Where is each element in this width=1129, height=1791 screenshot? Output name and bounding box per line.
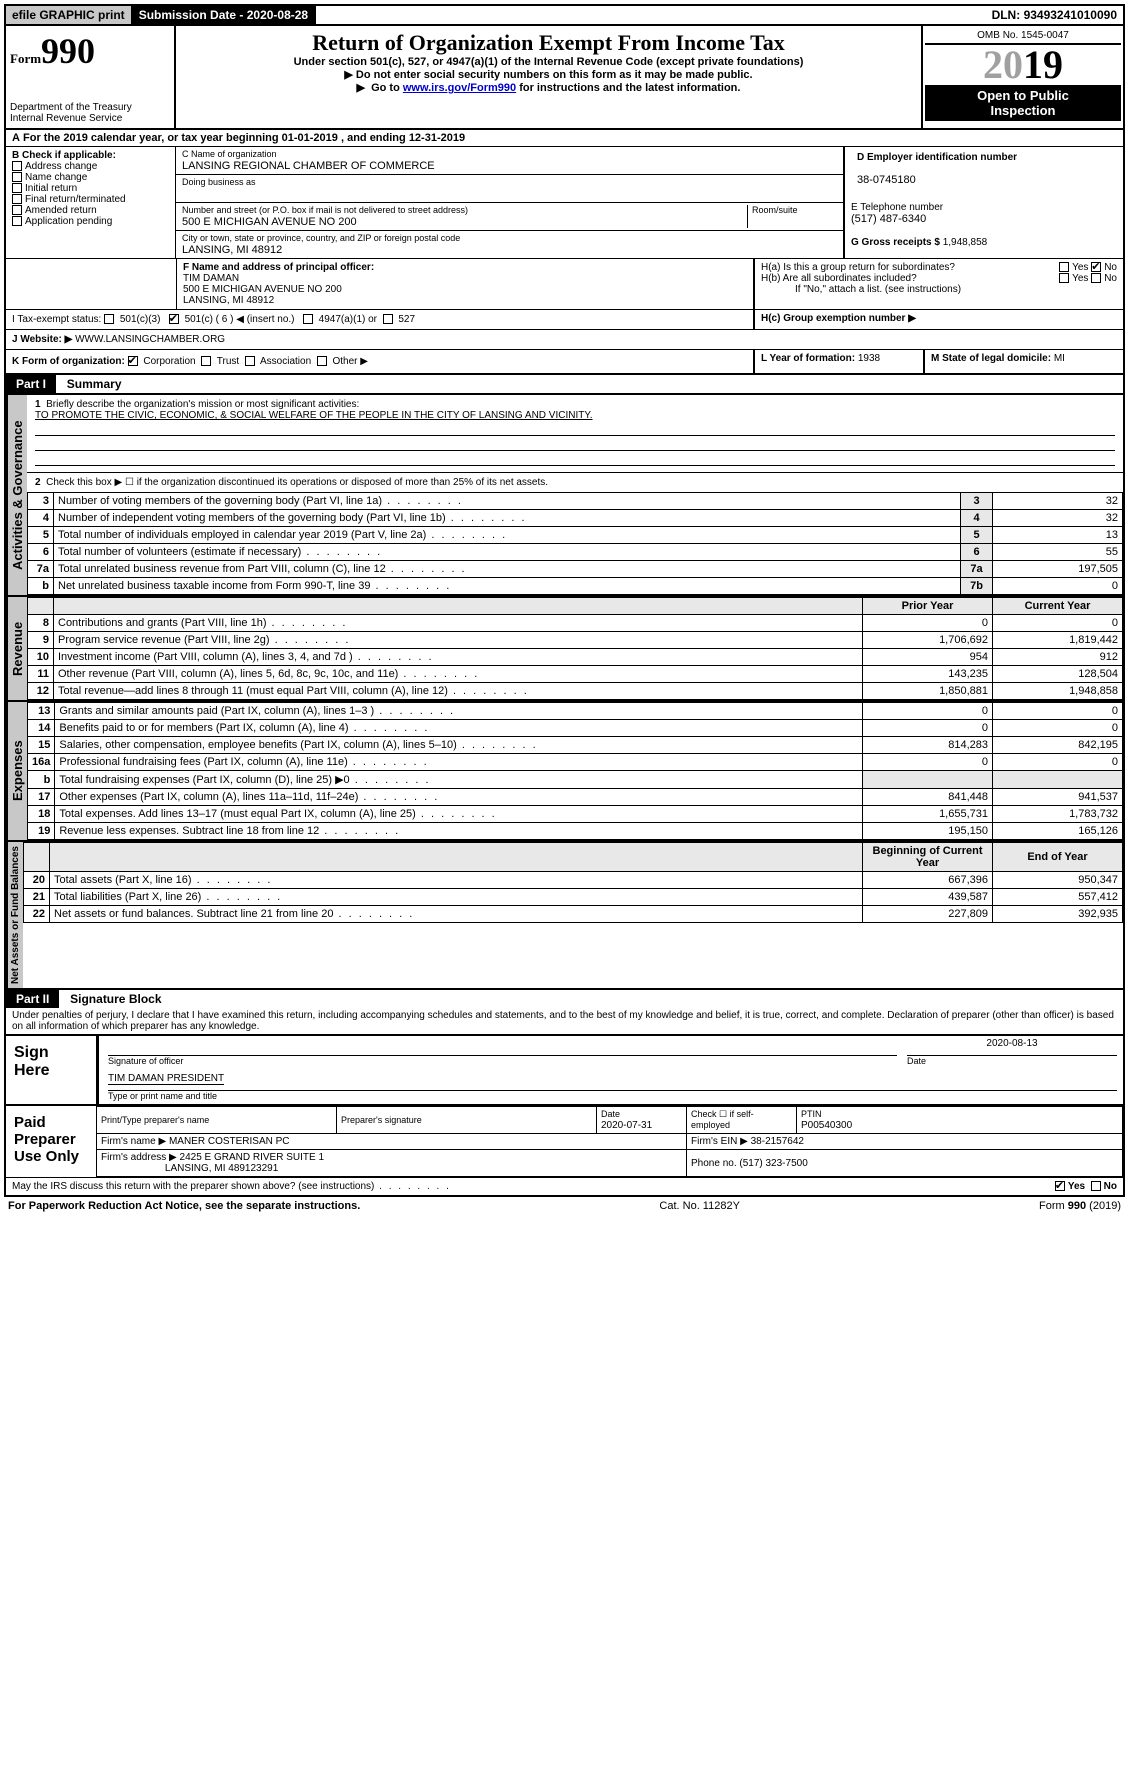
tab-revenue: Revenue — [6, 597, 27, 700]
org-city: LANSING, MI 48912 — [182, 244, 282, 256]
chk-trust[interactable] — [201, 356, 211, 366]
irs-link[interactable]: www.irs.gov/Form990 — [403, 82, 516, 94]
netassets-table: Beginning of Current YearEnd of Year 20T… — [23, 842, 1123, 923]
page-footer: For Paperwork Reduction Act Notice, see … — [4, 1197, 1125, 1215]
state-domicile: MI — [1054, 353, 1065, 364]
discuss-row: May the IRS discuss this return with the… — [6, 1177, 1123, 1195]
chk-corp[interactable] — [128, 356, 138, 366]
ha-no[interactable] — [1091, 262, 1101, 272]
chk-501c[interactable] — [169, 314, 179, 324]
submission-date: Submission Date - 2020-08-28 — [133, 6, 316, 24]
ein: 38-0745180 — [857, 174, 916, 186]
governance-table: 3Number of voting members of the governi… — [27, 492, 1123, 595]
officer-block: F Name and address of principal officer:… — [6, 259, 1123, 310]
h-c: H(c) Group exemption number ▶ — [761, 313, 916, 324]
part1-header: Part I Summary — [6, 375, 1123, 395]
preparer-table: Print/Type preparer's name Preparer's si… — [96, 1106, 1123, 1177]
phone: (517) 487-6340 — [851, 213, 1117, 225]
tax-year: 2019 — [925, 45, 1121, 85]
irs: Internal Revenue Service — [10, 113, 170, 124]
form-title: Return of Organization Exempt From Incom… — [184, 30, 913, 56]
dept-treasury: Department of the Treasury — [10, 102, 170, 113]
chk-final[interactable] — [12, 194, 22, 204]
h-b: H(b) Are all subordinates included? Yes … — [761, 273, 1117, 284]
chk-501c3[interactable] — [104, 314, 114, 324]
ha-yes[interactable] — [1059, 262, 1069, 272]
box-deg: D Employer identification number 38-0745… — [843, 147, 1123, 258]
paid-preparer-block: Paid Preparer Use Only Print/Type prepar… — [6, 1104, 1123, 1177]
netassets-section: Net Assets or Fund Balances Beginning of… — [6, 840, 1123, 990]
discuss-yes[interactable] — [1055, 1181, 1065, 1191]
box-b: B Check if applicable: Address change Na… — [6, 147, 176, 258]
form-header: Form990 Department of the Treasury Inter… — [6, 26, 1123, 130]
paid-preparer-label: Paid Preparer Use Only — [6, 1106, 96, 1177]
sig-date: 2020-08-13 — [907, 1038, 1117, 1056]
firm-name: MANER COSTERISAN PC — [169, 1136, 290, 1147]
revenue-table: Prior YearCurrent Year 8Contributions an… — [27, 597, 1123, 700]
chk-initial[interactable] — [12, 183, 22, 193]
h-a: H(a) Is this a group return for subordin… — [761, 262, 1117, 273]
entity-block: B Check if applicable: Address change Na… — [6, 147, 1123, 259]
form-number: Form990 — [10, 30, 170, 72]
sign-here-label: Sign Here — [6, 1036, 96, 1104]
tab-netassets: Net Assets or Fund Balances — [6, 842, 23, 988]
firm-ein: 38-2157642 — [751, 1136, 804, 1147]
efile-label[interactable]: efile GRAPHIC print — [6, 6, 133, 24]
ptin: P00540300 — [801, 1120, 852, 1131]
signature-line[interactable] — [108, 1038, 897, 1056]
gross-receipts: G Gross receipts $ 1,948,858 — [851, 237, 1117, 248]
officer-name-line: TIM DAMAN PRESIDENT — [108, 1073, 1117, 1091]
open-public: Open to PublicInspection — [925, 85, 1121, 121]
website: WWW.LANSINGCHAMBER.ORG — [75, 334, 225, 345]
revenue-section: Revenue Prior YearCurrent Year 8Contribu… — [6, 595, 1123, 700]
chk-pending[interactable] — [12, 216, 22, 226]
sign-here-block: Sign Here Signature of officer 2020-08-1… — [6, 1034, 1123, 1104]
officer-name: TIM DAMAN — [183, 273, 239, 284]
chk-other[interactable] — [317, 356, 327, 366]
chk-amended[interactable] — [12, 205, 22, 215]
org-name: LANSING REGIONAL CHAMBER OF COMMERCE — [182, 160, 435, 172]
tab-governance: Activities & Governance — [6, 395, 27, 595]
website-row: J Website: ▶ WWW.LANSINGCHAMBER.ORG — [6, 330, 1123, 350]
mission-text: TO PROMOTE THE CIVIC, ECONOMIC, & SOCIAL… — [35, 410, 593, 421]
tab-expenses: Expenses — [6, 702, 27, 840]
top-bar: efile GRAPHIC print Submission Date - 20… — [4, 4, 1125, 26]
org-address: 500 E MICHIGAN AVENUE NO 200 — [182, 216, 357, 228]
dln: DLN: 93493241010090 — [986, 6, 1123, 24]
tax-status-row: I Tax-exempt status: 501(c)(3) 501(c) ( … — [6, 310, 1123, 330]
chk-4947[interactable] — [303, 314, 313, 324]
note-link: Go to www.irs.gov/Form990 for instructio… — [184, 81, 913, 94]
hb-no[interactable] — [1091, 273, 1101, 283]
firm-phone: (517) 323-7500 — [739, 1158, 807, 1169]
chk-assoc[interactable] — [245, 356, 255, 366]
discuss-no[interactable] — [1091, 1181, 1101, 1191]
form-version: Form 990 (2019) — [1039, 1200, 1121, 1212]
form-subtitle: Under section 501(c), 527, or 4947(a)(1)… — [184, 56, 913, 68]
note-ssn: Do not enter social security numbers on … — [184, 68, 913, 81]
part2-header: Part II Signature Block — [6, 990, 1123, 1008]
chk-name[interactable] — [12, 172, 22, 182]
chk-address[interactable] — [12, 161, 22, 171]
tax-period: A For the 2019 calendar year, or tax yea… — [6, 130, 1123, 147]
box-c: C Name of organization LANSING REGIONAL … — [176, 147, 843, 258]
year-formation: 1938 — [858, 353, 880, 364]
expenses-table: 13Grants and similar amounts paid (Part … — [27, 702, 1123, 840]
perjury-declaration: Under penalties of perjury, I declare th… — [6, 1008, 1123, 1034]
expenses-section: Expenses 13Grants and similar amounts pa… — [6, 700, 1123, 840]
hb-yes[interactable] — [1059, 273, 1069, 283]
form-org-row: K Form of organization: Corporation Trus… — [6, 350, 1123, 375]
form-frame: Form990 Department of the Treasury Inter… — [4, 26, 1125, 1197]
chk-527[interactable] — [383, 314, 393, 324]
part1-body: Activities & Governance 1 Briefly descri… — [6, 395, 1123, 595]
